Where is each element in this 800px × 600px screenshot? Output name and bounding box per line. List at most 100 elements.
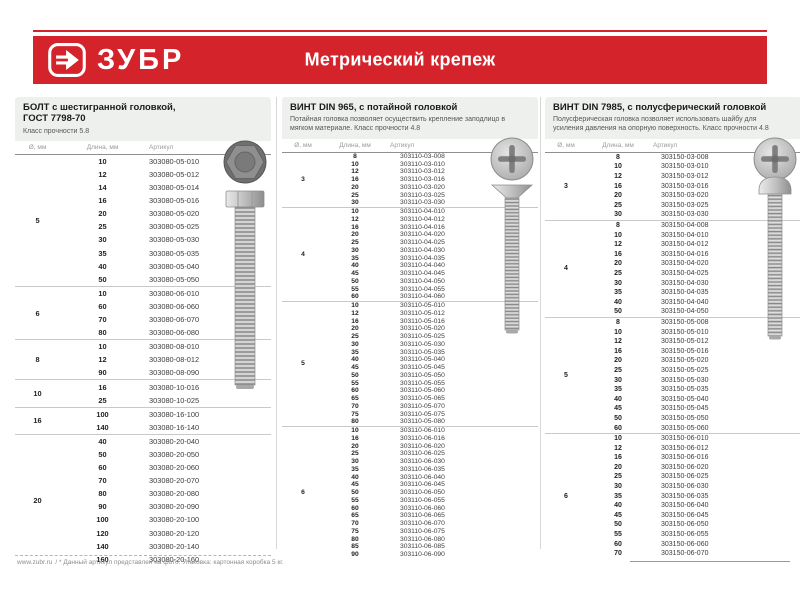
length-cell: 60 [351, 387, 359, 395]
panel-divider [540, 97, 541, 549]
article-cell: 303110-06-016 [400, 434, 445, 442]
length-cell: 60 [98, 301, 107, 311]
diameter-cell: 3 [301, 176, 305, 184]
length-cell: 45 [614, 511, 622, 519]
table-row: 80 303110-06-080 [282, 535, 538, 543]
length-cell: 30 [98, 235, 107, 245]
table-row: 40 303110-06-040 [282, 473, 538, 481]
col-header-length: Длина, мм [324, 138, 386, 153]
length-cell: 40 [614, 298, 622, 306]
length-cell: 20 [614, 463, 622, 471]
table-row: 25 303080-05-025 [15, 220, 271, 233]
article-cell: 303080-20-050 [149, 449, 200, 459]
article-cell: 303080-20-160 [149, 554, 200, 564]
article-cell: 303150-04-020 [661, 260, 709, 268]
length-cell: 16 [351, 223, 359, 231]
table-row: 50 303150-04-050 [545, 307, 800, 317]
table-row: 60 303110-04-060 [282, 293, 538, 301]
table-row: 16 303110-06-016 [282, 435, 538, 443]
table-row: 25 303110-03-025 [282, 191, 538, 199]
article-cell: 303150-04-050 [661, 308, 709, 316]
table-row: 3 8 303110-03-008 [282, 152, 538, 183]
length-cell: 14 [98, 183, 107, 193]
article-cell: 303080-06-010 [145, 285, 271, 300]
table-row: 25 303110-06-025 [282, 450, 538, 458]
article-cell: 303110-03-020 [400, 183, 445, 191]
table-row: 25 303150-03-025 [545, 201, 800, 211]
table-row: 20 303110-05-020 [282, 325, 538, 333]
article-cell: 303110-06-090 [400, 551, 445, 559]
table-row: 55 303110-06-055 [282, 497, 538, 505]
table-row: 25 303150-06-025 [545, 472, 800, 482]
length-cell: 65 [351, 395, 359, 403]
column-header-row: Ø, мм Длина, мм Артикул [282, 138, 538, 153]
length-cell: 8 [353, 152, 357, 160]
article-cell: 303110-05-025 [400, 333, 445, 341]
table-row: 120 303080-20-120 [15, 527, 271, 540]
article-cell: 303110-04-035 [400, 254, 445, 262]
table-row: 10 16 303080-10-016 [15, 379, 271, 408]
table-row: 35 303080-05-035 [15, 247, 271, 260]
article-cell: 303110-04-045 [400, 270, 445, 278]
table-row: 10 303150-04-010 [545, 230, 800, 240]
table-row: 35 303150-05-035 [545, 385, 800, 395]
length-cell: 55 [614, 531, 622, 539]
article-cell: 303150-05-050 [661, 414, 709, 422]
table-row: 40 303150-05-040 [545, 394, 800, 404]
col-header-diameter: Ø, мм [15, 140, 60, 155]
article-cell: 303110-04-012 [400, 215, 445, 223]
table-row: 75 303110-06-075 [282, 528, 538, 536]
article-cell: 303080-05-050 [149, 274, 200, 284]
article-cell: 303110-04-016 [400, 223, 445, 231]
table-row: 55 303110-05-055 [282, 379, 538, 387]
article-cell: 303080-05-040 [149, 261, 200, 271]
length-cell: 35 [614, 289, 622, 297]
article-cell: 303080-20-140 [149, 541, 200, 551]
article-cell: 303150-03-012 [661, 173, 709, 181]
table-row: 5 8 303150-05-008 [545, 316, 800, 434]
article-cell: 303080-20-100 [149, 515, 200, 525]
table-row: 60 303150-06-060 [545, 539, 800, 549]
table-row: 25 303150-05-025 [545, 366, 800, 376]
article-cell: 303080-20-060 [149, 463, 200, 473]
diameter-cell: 10 [15, 379, 60, 408]
table-row: 5 10 303080-05-010 [15, 154, 271, 225]
length-cell: 140 [96, 422, 109, 432]
table-row: 30 303110-04-030 [282, 247, 538, 255]
article-cell: 303110-05-012 [400, 309, 445, 317]
length-cell: 20 [351, 183, 359, 191]
length-cell: 50 [614, 308, 622, 316]
footer: www.zubr.ru / * Данный артикул представле… [17, 559, 287, 566]
length-cell: 10 [587, 432, 649, 444]
table-row: 90 303080-20-090 [15, 500, 271, 513]
footer-rule-left [15, 555, 271, 556]
length-cell: 50 [351, 489, 359, 497]
length-cell: 50 [614, 414, 622, 422]
article-cell: 303150-03-008 [661, 153, 709, 161]
article-cell: 303080-06-070 [149, 315, 200, 325]
article-cell: 303110-06-030 [400, 458, 445, 466]
panel-countersunk-header: ВИНТ DIN 965, с потайной головкой Потайн… [282, 97, 538, 139]
table-row: 12 303150-06-012 [545, 443, 800, 453]
length-cell: 25 [98, 222, 107, 232]
table-row: 90 303080-08-090 [15, 366, 271, 380]
footer-rule-right [630, 561, 790, 562]
diameter-cell: 6 [545, 432, 587, 559]
article-cell: 303080-05-020 [149, 209, 200, 219]
table-row: 5 10 303110-05-010 [282, 300, 538, 427]
pan-head-screw-table: Ø, мм Длина, мм Артикул 3 8 303150-03-008 1… [545, 138, 800, 559]
article-cell: 303150-04-016 [661, 250, 709, 258]
table-row: 140 303080-20-140 [15, 540, 271, 553]
article-cell: 303110-03-016 [400, 176, 445, 184]
diameter-cell: 4 [282, 206, 324, 302]
article-cell: 303150-05-045 [661, 405, 709, 413]
article-cell: 303150-04-010 [661, 231, 709, 239]
table-row: 12 303110-04-012 [282, 216, 538, 224]
length-cell: 20 [351, 325, 359, 333]
length-cell: 25 [614, 473, 622, 481]
table-row: 4 10 303110-04-010 [282, 206, 538, 302]
article-cell: 303150-04-012 [661, 241, 709, 249]
length-cell: 16 [351, 317, 359, 325]
length-cell: 25 [614, 270, 622, 277]
article-cell: 303150-03-020 [661, 192, 709, 200]
